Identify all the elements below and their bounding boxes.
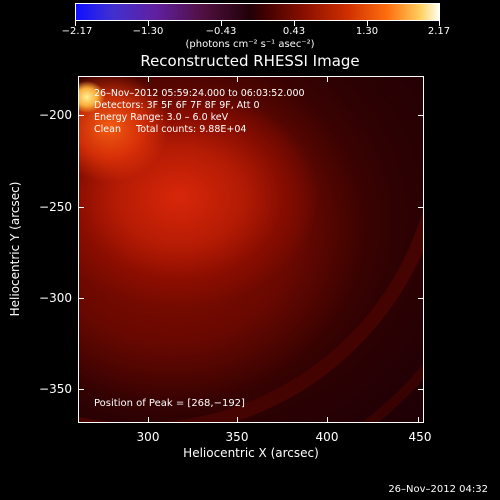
x-tick-label: 300 (136, 430, 160, 444)
rhessi-image (78, 76, 424, 423)
y-tick (78, 389, 84, 390)
colorbar-label: −1.30 (132, 26, 164, 37)
colorbar-label: −0.43 (205, 26, 237, 37)
info-clean: Clean Total counts: 9.88E+04 (94, 124, 247, 135)
x-tick (418, 417, 419, 423)
info-detectors: Detectors: 3F 5F 6F 7F 8F 9F, Att 0 (94, 100, 260, 111)
x-tick (237, 417, 238, 423)
colorbar-label: 0.43 (282, 26, 306, 37)
colorbar-label: 1.30 (355, 26, 379, 37)
y-tick (418, 115, 424, 116)
x-tick-label: 400 (315, 430, 339, 444)
y-tick-label: −250 (39, 200, 72, 214)
colorbar-tick (75, 21, 76, 26)
y-tick (78, 207, 84, 208)
x-tick (148, 76, 149, 82)
colorbar (75, 3, 440, 21)
emission-map (79, 77, 423, 422)
colorbar-tick (221, 21, 222, 26)
x-tick (237, 76, 238, 82)
colorbar-tick (148, 21, 149, 26)
x-tick (148, 417, 149, 423)
colorbar-units: (photons cm⁻² s⁻¹ asec⁻²) (185, 39, 315, 50)
colorbar-tick (439, 21, 440, 26)
image-title: Reconstructed RHESSI Image (140, 52, 360, 70)
info-time: 26–Nov–2012 05:59:24.000 to 06:03:52.000 (94, 88, 305, 99)
x-tick (327, 76, 328, 82)
y-tick (78, 298, 84, 299)
colorbar-label: 2.17 (427, 26, 451, 37)
timestamp: 26–Nov–2012 04:32 (388, 484, 488, 495)
colorbar-tick (367, 21, 368, 26)
info-energy: Energy Range: 3.0 – 6.0 keV (94, 112, 229, 123)
x-axis-title: Heliocentric X (arcsec) (183, 446, 319, 460)
y-tick-label: −300 (39, 291, 72, 305)
y-tick-label: −350 (39, 382, 72, 396)
x-tick-label: 450 (408, 430, 432, 444)
y-tick (418, 298, 424, 299)
y-tick (418, 389, 424, 390)
y-axis-title: Heliocentric Y (arcsec) (8, 181, 22, 317)
x-tick-label: 350 (225, 430, 249, 444)
colorbar-label: −2.17 (61, 26, 93, 37)
y-tick-label: −200 (39, 108, 72, 122)
colorbar-tick (294, 21, 295, 26)
y-tick (418, 207, 424, 208)
peak-position: Position of Peak = [268,−192] (94, 398, 245, 409)
x-tick (327, 417, 328, 423)
y-tick (78, 115, 84, 116)
